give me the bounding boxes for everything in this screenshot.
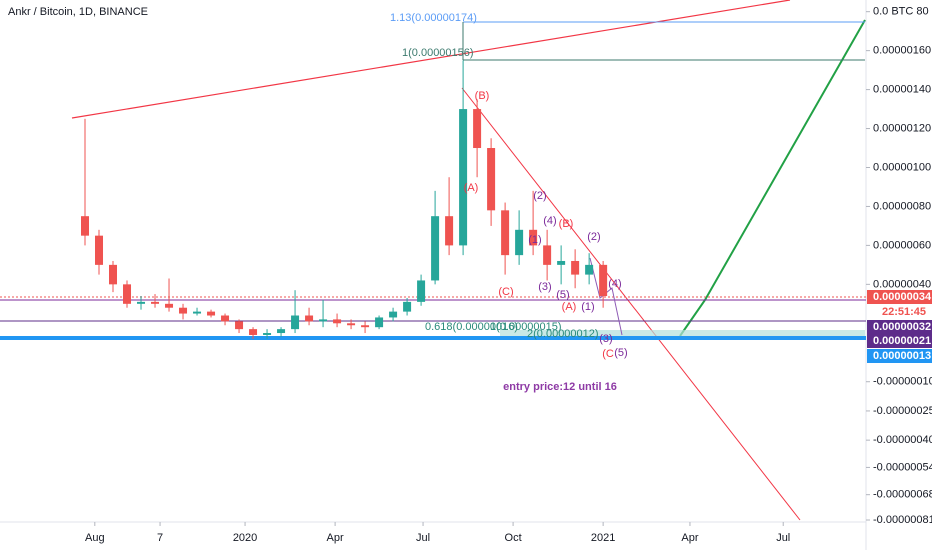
y-tick-label: 0.00000040 xyxy=(873,278,931,290)
wave-label: (4) xyxy=(608,278,621,290)
price-badge-label: 0.00000013 xyxy=(873,350,931,362)
candle-body xyxy=(277,329,286,334)
chart-title: Ankr / Bitcoin, 1D, BINANCE xyxy=(8,6,148,18)
y-tick-label: 0.00000160 xyxy=(873,45,931,57)
candle-body xyxy=(473,109,482,149)
x-tick-label: Apr xyxy=(681,532,698,544)
wave-label: (3) xyxy=(599,333,612,345)
candle-body xyxy=(543,245,552,265)
candle-body xyxy=(123,284,132,304)
candle-body xyxy=(193,311,202,314)
note: entry price:12 until 16 xyxy=(503,381,617,393)
fib-zone xyxy=(500,330,865,336)
candle-body xyxy=(291,315,300,330)
candle-body xyxy=(81,216,90,236)
y-tick-label: -0.00000025 xyxy=(873,405,932,417)
candle-body xyxy=(487,148,496,211)
candle-body xyxy=(165,303,174,308)
fib-label: 1.13(0.00000174) xyxy=(390,12,477,24)
fib-label: 0.618(0.00000016) xyxy=(425,321,518,333)
trend-line xyxy=(461,87,801,521)
candle-body xyxy=(585,264,594,275)
candle-body xyxy=(263,333,272,335)
candle-body xyxy=(109,264,118,285)
candle-body xyxy=(179,307,188,314)
candle-body xyxy=(459,109,468,246)
candle-body xyxy=(249,329,258,335)
price-badge xyxy=(867,334,932,348)
x-tick-label: Oct xyxy=(505,532,522,544)
wave-label: (1) xyxy=(528,234,541,246)
candle-body xyxy=(305,315,314,322)
y-tick-label: 0.00000060 xyxy=(873,239,931,251)
candle-body xyxy=(431,216,440,281)
candle-body xyxy=(361,325,370,328)
wave-label: (5) xyxy=(614,347,627,359)
x-tick-label: 2021 xyxy=(591,532,615,544)
y-tick-label: 0.0 BTC 80 xyxy=(873,6,929,18)
price-badge xyxy=(867,320,932,334)
candle-body xyxy=(95,235,104,265)
y-tick-label: -0.00000081 xyxy=(873,514,932,526)
price-badge-label: 0.00000032 xyxy=(873,321,931,333)
candle-body xyxy=(151,301,160,304)
y-tick-label: 0.00000140 xyxy=(873,83,931,95)
candle-body xyxy=(347,323,356,326)
price-badge-label: 22:51:45 xyxy=(882,306,926,318)
candle-body xyxy=(403,301,412,312)
wave-label: (3) xyxy=(538,281,551,293)
y-tick-label: 0.00000080 xyxy=(873,200,931,212)
candle-body xyxy=(529,229,538,246)
wave-label: (C xyxy=(602,348,614,360)
y-tick-label: 0.00000100 xyxy=(873,161,931,173)
candle-body xyxy=(319,319,328,322)
wave-label: (B) xyxy=(475,90,490,102)
candle-body xyxy=(445,216,454,246)
wave-label: (B) xyxy=(559,218,574,230)
candle-body xyxy=(571,260,580,275)
candle-body xyxy=(137,301,146,304)
fib-label: 1(0.00000156) xyxy=(402,47,474,59)
x-tick-label: 2020 xyxy=(233,532,257,544)
wave-label: (4) xyxy=(543,215,556,227)
y-tick-label: 0.00000120 xyxy=(873,122,931,134)
candle-body xyxy=(235,321,244,330)
wave-label: (5) xyxy=(556,289,569,301)
price-badge xyxy=(867,349,932,363)
y-tick-label: -0.00000010 xyxy=(873,376,932,388)
candle-body xyxy=(417,280,426,302)
wave-label: (2) xyxy=(533,190,546,202)
wave-label: (1) xyxy=(581,301,594,313)
y-tick-label: -0.00000054 xyxy=(873,461,932,473)
y-tick-label: -0.00000068 xyxy=(873,489,932,501)
y-tick-label: -0.00000040 xyxy=(873,434,932,446)
wave-label: (C) xyxy=(498,286,513,298)
candle-body xyxy=(599,264,608,297)
price-badge-label: 0.00000021 xyxy=(873,335,931,347)
fib-label: 2(0.00000012) xyxy=(527,328,599,340)
candle-body xyxy=(389,311,398,318)
x-tick-label: 7 xyxy=(157,532,163,544)
x-tick-label: Jul xyxy=(776,532,790,544)
candle-body xyxy=(501,210,510,256)
candle-body xyxy=(515,229,524,256)
candle-body xyxy=(375,317,384,328)
price-badge xyxy=(867,290,932,304)
candle-body xyxy=(207,311,216,316)
wave-label: (A) xyxy=(562,301,577,313)
wave-label: (A) xyxy=(464,182,479,194)
x-tick-label: Jul xyxy=(416,532,430,544)
trend-line xyxy=(71,0,791,119)
price-badge-label: 0.00000034 xyxy=(873,291,932,303)
candle-body xyxy=(557,260,566,265)
candle-body xyxy=(333,319,342,324)
x-tick-label: Apr xyxy=(327,532,344,544)
candle-body xyxy=(221,315,230,322)
x-tick-label: Aug xyxy=(85,532,105,544)
wave-label: (2) xyxy=(587,231,600,243)
price-badge xyxy=(867,305,932,319)
fib-label: 1(0.00000015) xyxy=(490,321,562,333)
